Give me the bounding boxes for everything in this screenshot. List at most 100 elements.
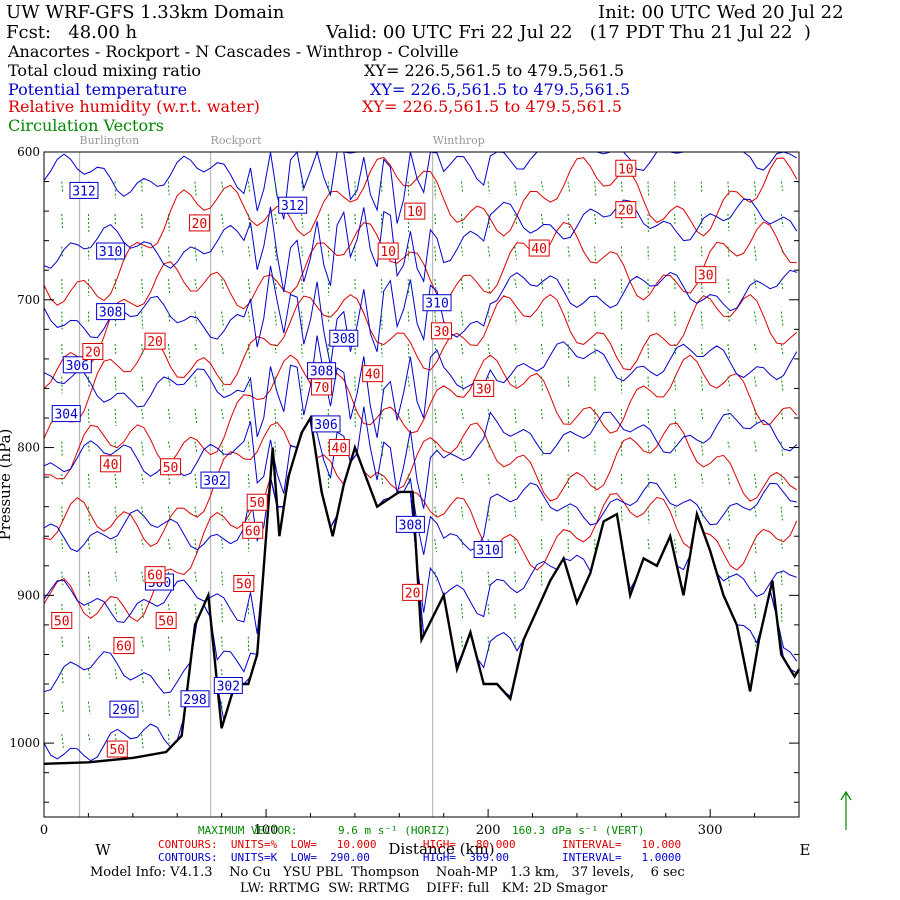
circulation-vector — [754, 311, 757, 325]
circulation-vector — [754, 181, 757, 198]
rh-label: 10 — [407, 205, 423, 220]
circulation-vector — [754, 279, 757, 289]
field-label-theta: Potential temperature — [8, 80, 188, 99]
theta-contour-info: CONTOURS: UNITS=K LOW= 290.00 HIGH= 369.… — [158, 851, 682, 864]
theta-label-box — [473, 541, 503, 559]
circulation-vector — [407, 279, 410, 296]
circulation-vector — [620, 214, 623, 229]
theta-label: 308 — [332, 332, 355, 347]
rh-contour — [43, 221, 797, 389]
circulation-vector — [141, 214, 143, 229]
circulation-vector — [221, 181, 224, 192]
circulation-vector — [647, 409, 650, 424]
circulation-vector — [434, 181, 436, 199]
rh-label: 40 — [103, 458, 119, 473]
rh-label: 60 — [116, 640, 132, 655]
place-label: Burlington — [80, 134, 140, 147]
circulation-vector — [754, 539, 757, 554]
circulation-vector — [594, 214, 597, 226]
circulation-vector — [221, 571, 224, 586]
circulation-vector — [594, 181, 597, 198]
circulation-vector — [754, 344, 757, 353]
circulation-vector — [381, 441, 384, 457]
circulation-vector — [141, 506, 144, 520]
west-label: W — [95, 841, 111, 859]
circulation-vector — [674, 279, 676, 290]
circulation-vector — [700, 246, 703, 257]
circulation-vector — [87, 474, 90, 488]
circulation-vector — [780, 181, 784, 192]
rh-label-box — [113, 637, 135, 655]
circulation-vector — [674, 409, 677, 427]
circulation-vector — [460, 311, 464, 328]
theta-label-box — [311, 415, 341, 433]
circulation-vector — [754, 246, 757, 261]
rh-label-box — [242, 521, 264, 539]
theta-contour — [43, 198, 798, 293]
circulation-vector — [434, 571, 438, 581]
theta-label-box — [69, 181, 99, 199]
circulation-vector — [407, 311, 410, 324]
theta-label: 304 — [54, 408, 78, 423]
circulation-vector — [727, 376, 731, 386]
circulation-vector — [700, 474, 704, 484]
circulation-vector — [460, 571, 464, 584]
circulation-vector — [487, 181, 491, 194]
circulation-vector — [87, 701, 91, 715]
circulation-vector — [727, 279, 730, 295]
circulation-vector — [514, 344, 517, 353]
circulation-vector — [700, 214, 703, 229]
circulation-vector — [87, 376, 90, 388]
circulation-vector — [194, 441, 198, 453]
circulation-vector — [514, 213, 517, 224]
rh-label: 50 — [163, 461, 179, 476]
circulation-vector — [221, 636, 223, 650]
circulation-vector — [167, 279, 171, 295]
circulation-vector — [460, 344, 464, 356]
circulation-vector — [167, 311, 171, 323]
circulation-vector — [514, 278, 517, 289]
circulation-vector — [61, 701, 64, 713]
circulation-vector — [460, 474, 464, 484]
circulation-vector — [167, 181, 170, 196]
circulation-vector — [274, 441, 277, 455]
circulation-vector — [194, 474, 198, 489]
circulation-vector — [780, 539, 783, 549]
theta-label-box — [62, 356, 92, 374]
circulation-vector — [460, 506, 464, 520]
circulation-vector — [594, 279, 597, 290]
theta-label: 302 — [217, 679, 240, 694]
circulation-vector — [221, 344, 224, 355]
circulation-vector — [434, 506, 438, 517]
rh-label: 50 — [109, 743, 125, 758]
circulation-vector — [514, 409, 517, 426]
rh-label: 20 — [618, 204, 634, 219]
theta-label: 308 — [399, 518, 422, 533]
circulation-vector — [460, 279, 464, 292]
circulation-vector — [114, 539, 118, 553]
theta-contour — [43, 406, 798, 509]
circulation-vector — [274, 311, 277, 326]
circulation-vector — [647, 441, 650, 452]
circulation-vector — [61, 636, 64, 649]
rh-label-box — [528, 239, 550, 257]
y-tick-label: 1000 — [9, 736, 40, 750]
field-label-rh: Relative humidity (w.r.t. water) — [8, 97, 260, 116]
circulation-vector — [141, 669, 144, 684]
circulation-vector — [487, 279, 491, 294]
rh-contour — [43, 156, 798, 306]
rh-label: 10 — [618, 162, 634, 177]
circulation-vector — [567, 376, 570, 388]
circulation-vector — [727, 344, 730, 358]
circulation-vector — [540, 441, 543, 457]
circulation-vector — [247, 214, 251, 229]
circulation-vector — [87, 734, 91, 743]
circulation-vector — [434, 246, 437, 262]
circulation-vector — [754, 441, 757, 453]
circulation-vector — [567, 246, 570, 259]
circulation-vector — [727, 506, 731, 522]
theta-label-box — [395, 515, 425, 533]
circulation-vector — [620, 506, 623, 522]
circulation-vector — [247, 474, 250, 488]
